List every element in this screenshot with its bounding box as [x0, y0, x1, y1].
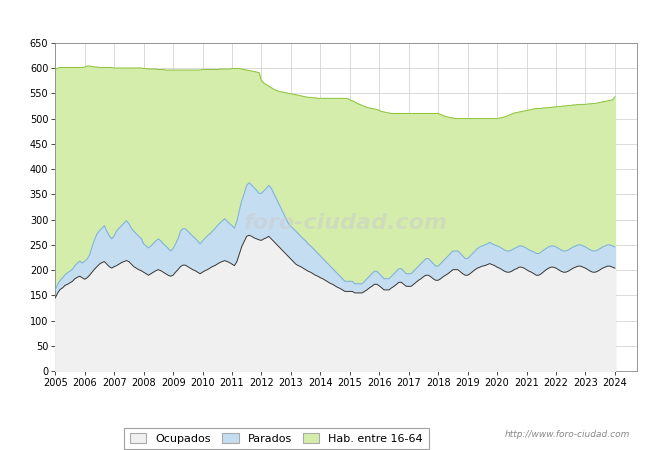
Legend: Ocupados, Parados, Hab. entre 16-64: Ocupados, Parados, Hab. entre 16-64 — [124, 428, 428, 450]
Text: foro-ciudad.com: foro-ciudad.com — [244, 213, 448, 234]
Text: Algatocín - Evolucion de la poblacion en edad de Trabajar Septiembre de 2024: Algatocín - Evolucion de la poblacion en… — [85, 12, 565, 25]
Text: http://www.foro-ciudad.com: http://www.foro-ciudad.com — [505, 430, 630, 439]
